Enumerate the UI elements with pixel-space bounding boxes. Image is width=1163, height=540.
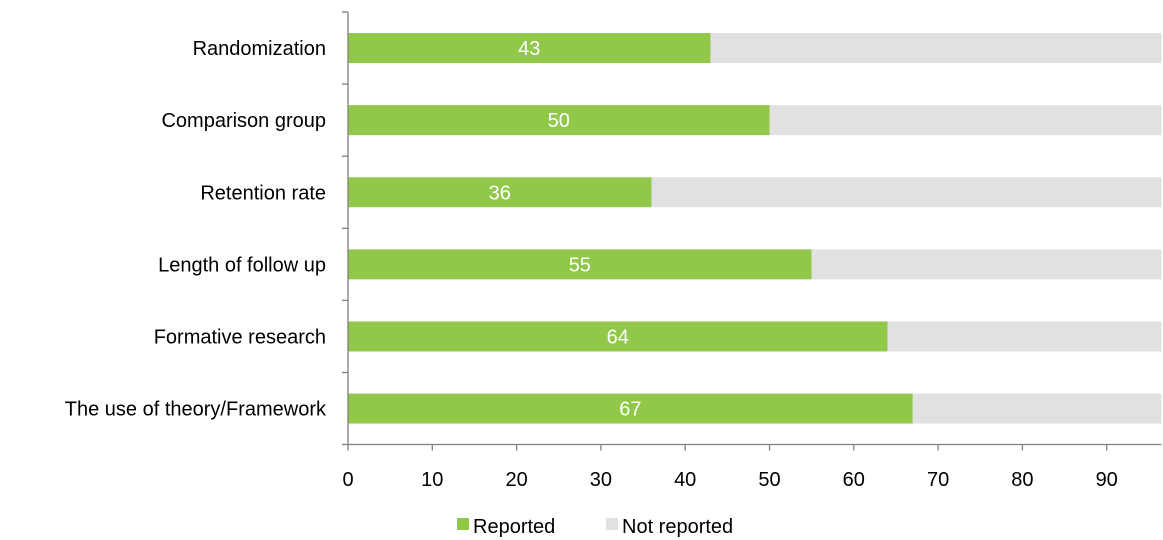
x-tick-label-90: 90 bbox=[1096, 469, 1118, 491]
x-tick-label-60: 60 bbox=[843, 469, 865, 491]
x-tick-label-40: 40 bbox=[674, 469, 696, 491]
bar-not-reported-formative-research bbox=[887, 321, 1162, 352]
legend-swatch-not-reported bbox=[606, 518, 618, 530]
bar-reported-comparison-group bbox=[348, 105, 770, 136]
category-label-comparison-group: Comparison group bbox=[161, 110, 326, 132]
data-label-randomization: 43 bbox=[518, 38, 540, 60]
legend-label-not-reported: Not reported bbox=[622, 516, 733, 538]
bar-reported-length-of-follow-up bbox=[348, 249, 812, 280]
x-tick-label-10: 10 bbox=[421, 469, 443, 491]
x-tick-label-50: 50 bbox=[758, 469, 780, 491]
x-tick-label-20: 20 bbox=[505, 469, 527, 491]
bar-not-reported-the-use-of-theory-framework bbox=[912, 393, 1162, 424]
category-label-randomization: Randomization bbox=[193, 38, 326, 60]
data-label-comparison-group: 50 bbox=[548, 110, 570, 132]
bar-reported-retention-rate bbox=[348, 177, 652, 208]
x-tick-label-80: 80 bbox=[1011, 469, 1033, 491]
category-labels-group: Randomization Comparison group Retention r… bbox=[65, 38, 327, 421]
legend-label-reported: Reported bbox=[473, 516, 555, 538]
bar-not-reported-retention-rate bbox=[651, 177, 1162, 208]
legend-swatch-reported bbox=[457, 518, 469, 530]
x-tick-label-0: 0 bbox=[342, 469, 353, 491]
x-tick-label-70: 70 bbox=[927, 469, 949, 491]
category-label-formative-research: Formative research bbox=[154, 326, 326, 348]
x-tick-labels-group: 0 10 20 30 40 50 60 70 80 90 bbox=[342, 469, 1117, 491]
x-tick-label-30: 30 bbox=[590, 469, 612, 491]
bar-not-reported-comparison-group bbox=[769, 105, 1162, 136]
legend: Reported Not reported bbox=[457, 516, 733, 538]
bar-reported-formative-research bbox=[348, 321, 888, 352]
bar-not-reported-randomization bbox=[710, 33, 1162, 64]
data-label-retention-rate: 36 bbox=[489, 182, 511, 204]
data-label-length-of-follow-up: 55 bbox=[569, 254, 591, 276]
category-label-the-use-of-theory-framework: The use of theory/Framework bbox=[65, 399, 327, 421]
bars-group bbox=[348, 33, 1162, 424]
bar-reported-randomization bbox=[348, 33, 711, 64]
data-label-formative-research: 64 bbox=[607, 326, 629, 348]
category-label-length-of-follow-up: Length of follow up bbox=[158, 254, 326, 276]
data-label-the-use-of-theory-framework: 67 bbox=[619, 399, 641, 421]
bar-reported-the-use-of-theory-framework bbox=[348, 393, 913, 424]
category-label-retention-rate: Retention rate bbox=[200, 182, 326, 204]
axes-group bbox=[342, 11, 1162, 451]
bar-not-reported-length-of-follow-up bbox=[811, 249, 1162, 280]
data-labels-group: 43 50 36 55 64 67 bbox=[489, 38, 642, 421]
